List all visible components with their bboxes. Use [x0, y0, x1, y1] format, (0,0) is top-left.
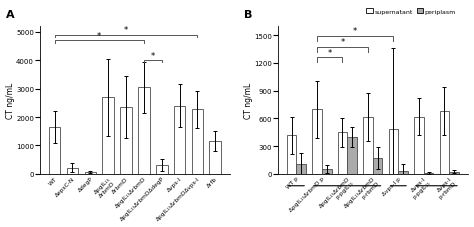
Bar [424, 173, 433, 174]
Bar [312, 110, 322, 174]
Bar [398, 172, 408, 174]
Bar [373, 158, 383, 174]
Y-axis label: CT ng/mL: CT ng/mL [244, 82, 253, 118]
Bar [102, 98, 114, 174]
Legend: supernatant, periplasm: supernatant, periplasm [366, 9, 456, 15]
Text: *: * [151, 51, 155, 60]
Bar [84, 172, 96, 174]
Bar [287, 136, 296, 174]
Text: *: * [97, 32, 101, 40]
Bar [191, 110, 203, 174]
Bar [414, 117, 424, 174]
Bar [210, 142, 221, 174]
Bar [138, 88, 150, 174]
Text: A: A [6, 10, 15, 20]
Text: *: * [328, 48, 332, 57]
Text: *: * [340, 38, 345, 47]
Bar [389, 129, 398, 174]
Bar [363, 117, 373, 174]
Bar [449, 172, 459, 174]
Bar [67, 168, 78, 174]
Bar [120, 108, 132, 174]
Bar [156, 165, 167, 174]
Bar [296, 164, 306, 174]
Bar [174, 106, 185, 174]
Text: B: B [244, 10, 252, 20]
Bar [439, 111, 449, 174]
Text: *: * [124, 26, 128, 35]
Bar [347, 137, 357, 174]
Bar [322, 169, 331, 174]
Bar [49, 127, 60, 174]
Text: *: * [353, 27, 357, 36]
Bar [337, 133, 347, 174]
Y-axis label: CT ng/mL: CT ng/mL [6, 82, 15, 118]
